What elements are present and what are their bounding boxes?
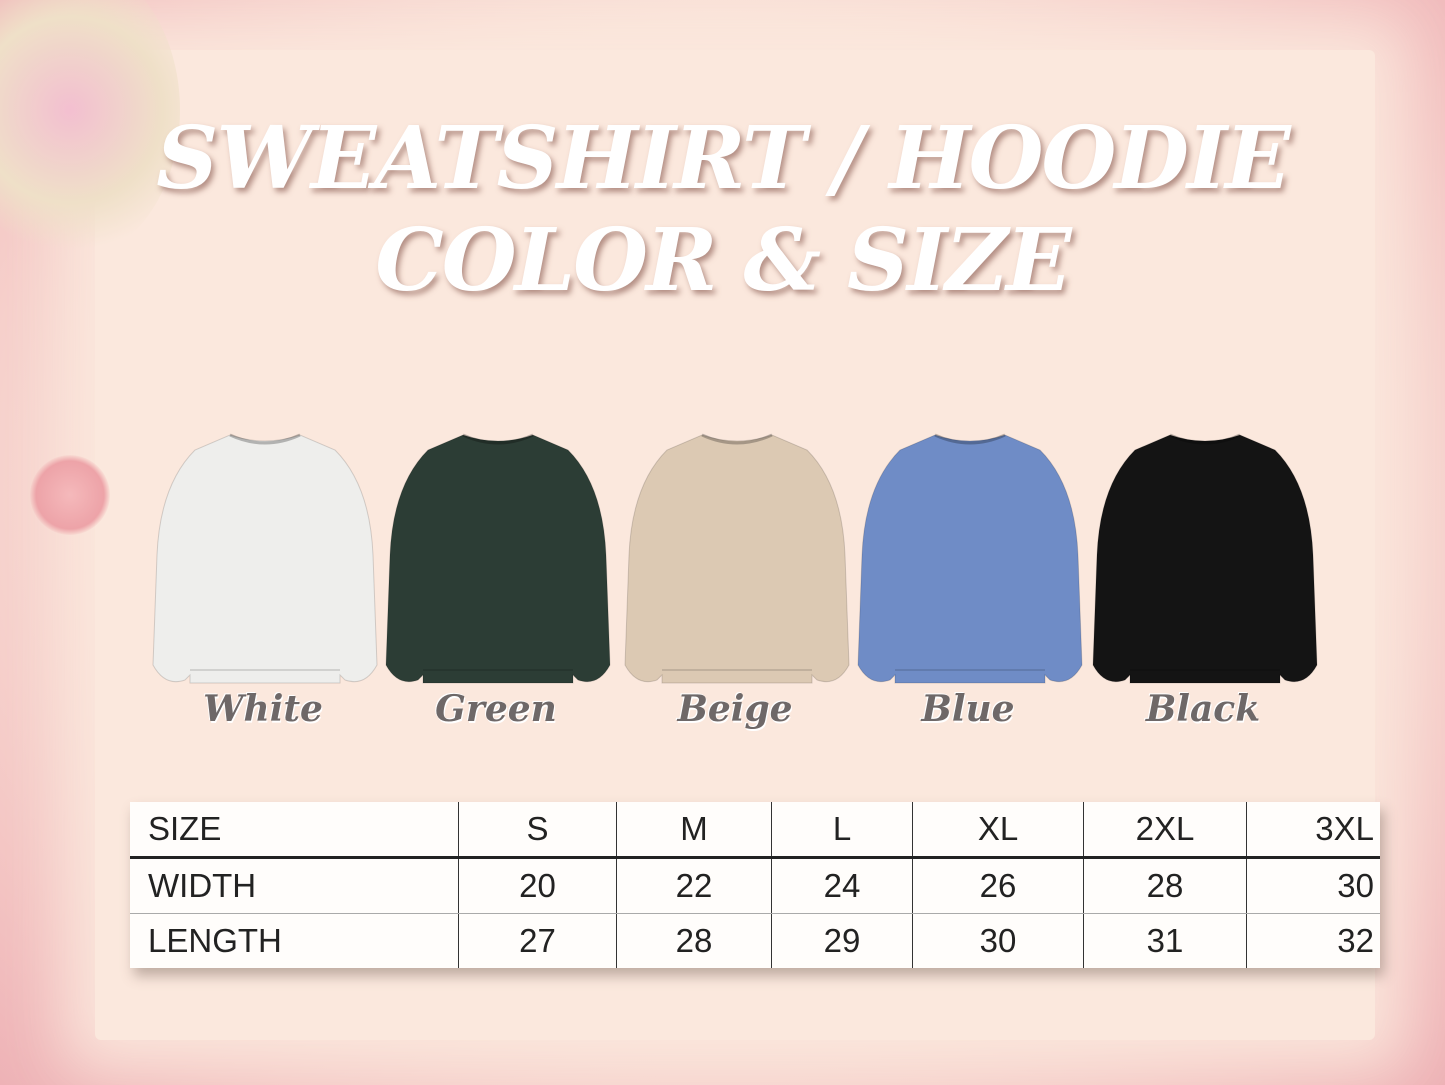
table-cell: 2XL: [1083, 802, 1247, 859]
title-line-1: SWEATSHIRT / HOODIE: [156, 108, 1291, 209]
table-cell: 3XL: [1246, 802, 1380, 859]
table-cell: 30: [912, 913, 1084, 968]
table-cell: 28: [616, 913, 772, 968]
table-cell: 31: [1083, 913, 1247, 968]
table-cell: 27: [458, 913, 617, 968]
color-label-beige: Beige: [677, 688, 793, 730]
table-cell: 26: [912, 857, 1084, 914]
table-cell: 32: [1246, 913, 1380, 968]
color-label-blue: Blue: [921, 688, 1015, 730]
table-header-row: SIZE S M L XL 2XL 3XL: [130, 802, 1380, 859]
sweatshirt-beige: [624, 433, 850, 684]
table-cell: XL: [912, 802, 1084, 859]
row-label: WIDTH: [130, 857, 459, 914]
table-cell: 29: [771, 913, 913, 968]
table-cell: L: [771, 802, 913, 859]
color-label-white: White: [203, 688, 323, 730]
table-cell: 28: [1083, 857, 1247, 914]
table-cell: 20: [458, 857, 617, 914]
table-cell: 30: [1246, 857, 1380, 914]
table-cell: M: [616, 802, 772, 859]
row-label: LENGTH: [148, 922, 282, 959]
size-table: SIZE S M L XL 2XL 3XL WIDTH 20 22 24 26 28 30 LENGTH 27…: [130, 802, 1380, 968]
table-row: WIDTH 20 22 24 26 28 30: [130, 857, 1380, 914]
table-cell: S: [458, 802, 617, 859]
title-line-2: COLOR & SIZE: [375, 210, 1071, 311]
table-cell: 22: [616, 857, 772, 914]
table-cell: 24: [771, 857, 913, 914]
table-row: LENGTH 27 28 29 30 31 32: [130, 913, 1380, 968]
row-label: SIZE: [130, 802, 459, 859]
color-label-black: Black: [1145, 688, 1261, 730]
color-label-green: Green: [435, 688, 557, 730]
button-decoration: [30, 455, 110, 535]
sweatshirt-white: [152, 433, 378, 684]
sweatshirt-black: [1092, 433, 1318, 684]
sweatshirt-blue: [857, 433, 1083, 684]
sweatshirt-green: [385, 433, 611, 684]
